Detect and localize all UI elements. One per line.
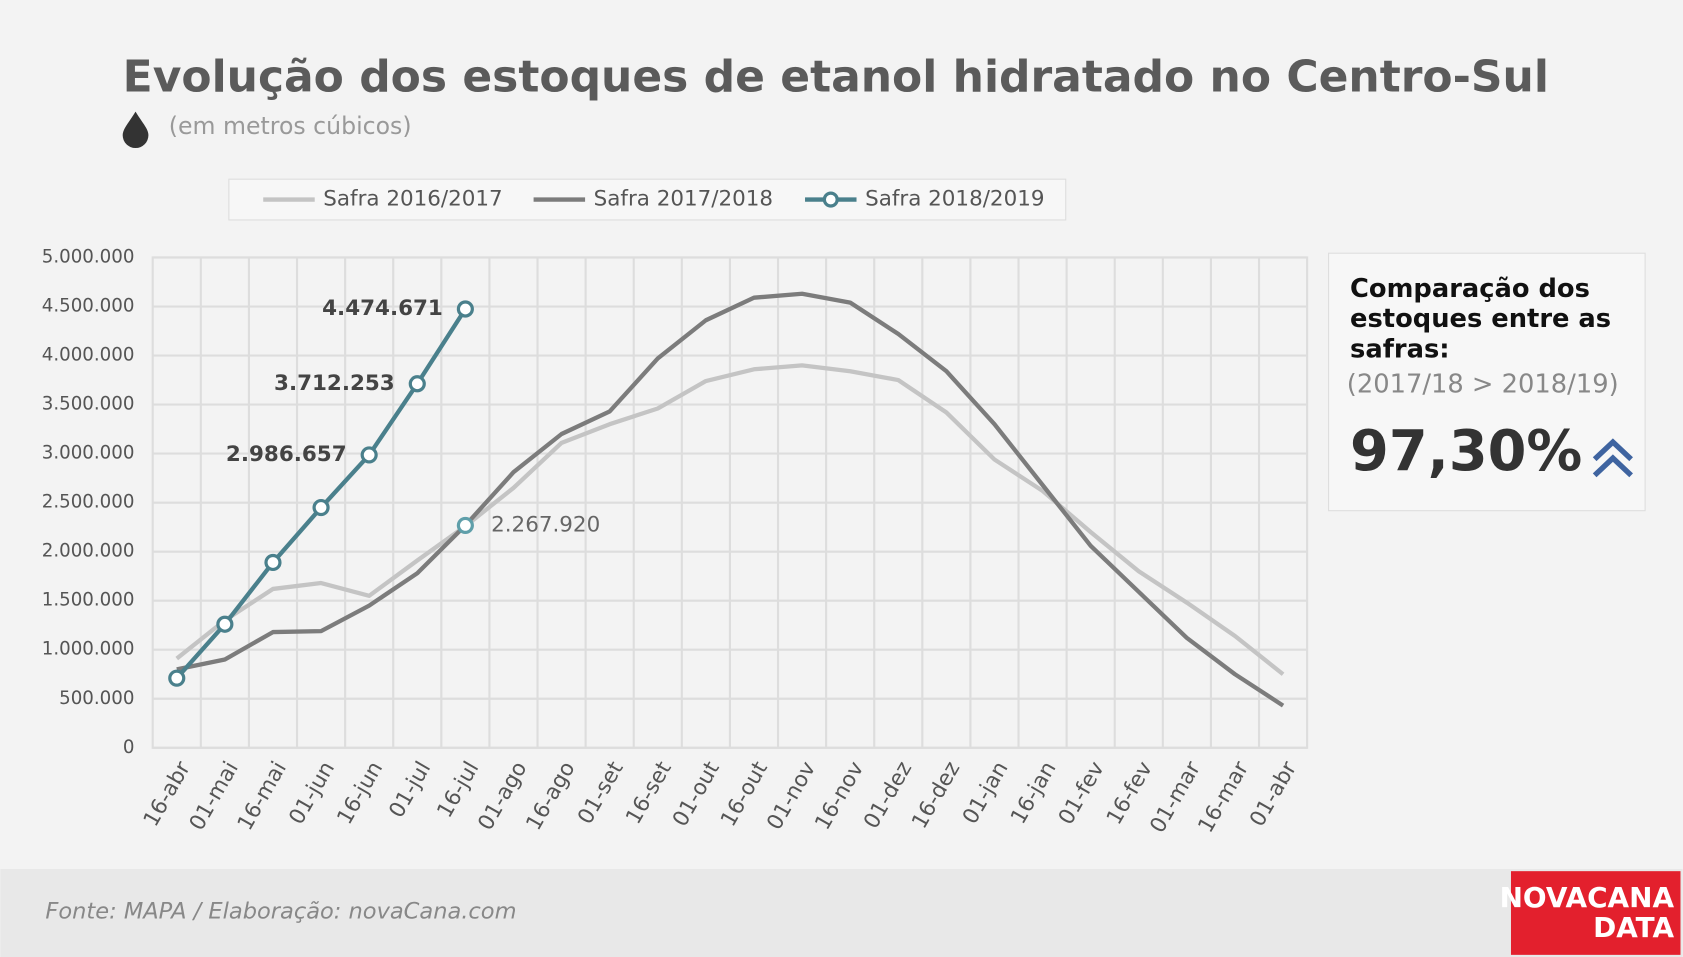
y-tick-label: 0 bbox=[123, 737, 135, 758]
series-line bbox=[175, 363, 1285, 676]
panel-title: estoques entre as bbox=[1350, 304, 1611, 334]
point bbox=[408, 375, 426, 393]
y-tick-label: 1.000.000 bbox=[42, 639, 135, 660]
point bbox=[264, 553, 282, 572]
data-label: 3.712.253 bbox=[274, 371, 395, 396]
point bbox=[216, 615, 234, 633]
source: Fonte: MAPA / Elaboração: novaCana.com bbox=[45, 898, 516, 924]
y-tick-label: 1.500.000 bbox=[42, 590, 135, 611]
point bbox=[312, 498, 330, 517]
panel-title: safras: bbox=[1350, 334, 1450, 364]
legend-label: Safra 2018/2019 bbox=[865, 187, 1044, 212]
panel-figure: 97,30% bbox=[1350, 419, 1582, 484]
point bbox=[168, 669, 186, 687]
chart-title: Evolução dos estoques de etanol hidratad… bbox=[123, 51, 1549, 102]
drop-icon bbox=[122, 111, 149, 149]
up-icon bbox=[1592, 438, 1633, 478]
y-tick-label: 4.500.000 bbox=[42, 296, 135, 317]
y-tick-label: 500.000 bbox=[59, 688, 134, 709]
panel-title: Comparação dos bbox=[1350, 274, 1590, 304]
logo bbox=[1510, 871, 1681, 955]
logo-text: DATA bbox=[1593, 911, 1674, 944]
subtitle: (em metros cúbicos) bbox=[169, 112, 412, 140]
legend-box bbox=[228, 178, 1067, 221]
series-line bbox=[176, 291, 1285, 708]
y-tick-label: 4.000.000 bbox=[42, 345, 135, 366]
y-tick-label: 3.500.000 bbox=[42, 394, 135, 415]
legend-label: Safra 2016/2017 bbox=[323, 187, 502, 212]
y-tick-label: 5.000.000 bbox=[42, 246, 135, 267]
logo-text: NOVACANA bbox=[1500, 881, 1675, 914]
point bbox=[456, 516, 474, 534]
data-label: 2.267.920 bbox=[491, 512, 600, 537]
legend-label: Safra 2017/2018 bbox=[594, 187, 773, 212]
panel-comparison: (2017/18 > 2018/19) bbox=[1347, 370, 1619, 400]
data-label: 2.986.657 bbox=[226, 442, 347, 467]
y-tick-label: 2.500.000 bbox=[42, 492, 135, 513]
point bbox=[456, 300, 474, 318]
legend-marker bbox=[822, 191, 839, 208]
footer bbox=[0, 869, 1683, 957]
y-tick-label: 2.000.000 bbox=[42, 541, 135, 562]
y-tick-label: 3.000.000 bbox=[42, 443, 135, 464]
panel bbox=[1328, 252, 1646, 512]
point bbox=[360, 446, 378, 464]
data-label: 4.474.671 bbox=[322, 296, 443, 321]
